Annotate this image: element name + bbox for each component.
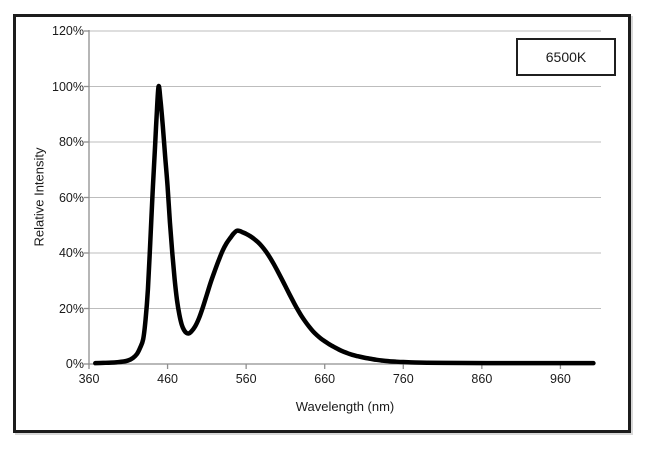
x-tick-label: 960 [549, 372, 571, 386]
x-tick-label: 460 [157, 372, 178, 386]
y-tick-label: 60% [58, 190, 84, 205]
x-axis-title: Wavelength (nm) [295, 399, 395, 414]
y-tick-label: 120% [52, 24, 84, 38]
x-tick-label: 760 [392, 372, 414, 386]
spectral-curve [93, 83, 596, 366]
y-tick-label: 0% [65, 357, 84, 371]
axes [84, 30, 595, 369]
y-tick-label: 80% [58, 135, 84, 149]
legend-label: 6500K [545, 49, 587, 65]
y-tick-label: 100% [52, 79, 84, 94]
x-tick-label: 560 [235, 372, 257, 386]
y-tick-label: 20% [58, 301, 84, 316]
legend-box: 6500K [516, 38, 616, 76]
x-tick-label: 360 [78, 372, 100, 386]
x-tick-label: 660 [314, 372, 336, 386]
y-tick-label: 40% [58, 246, 84, 260]
x-tick-label: 860 [471, 372, 493, 386]
